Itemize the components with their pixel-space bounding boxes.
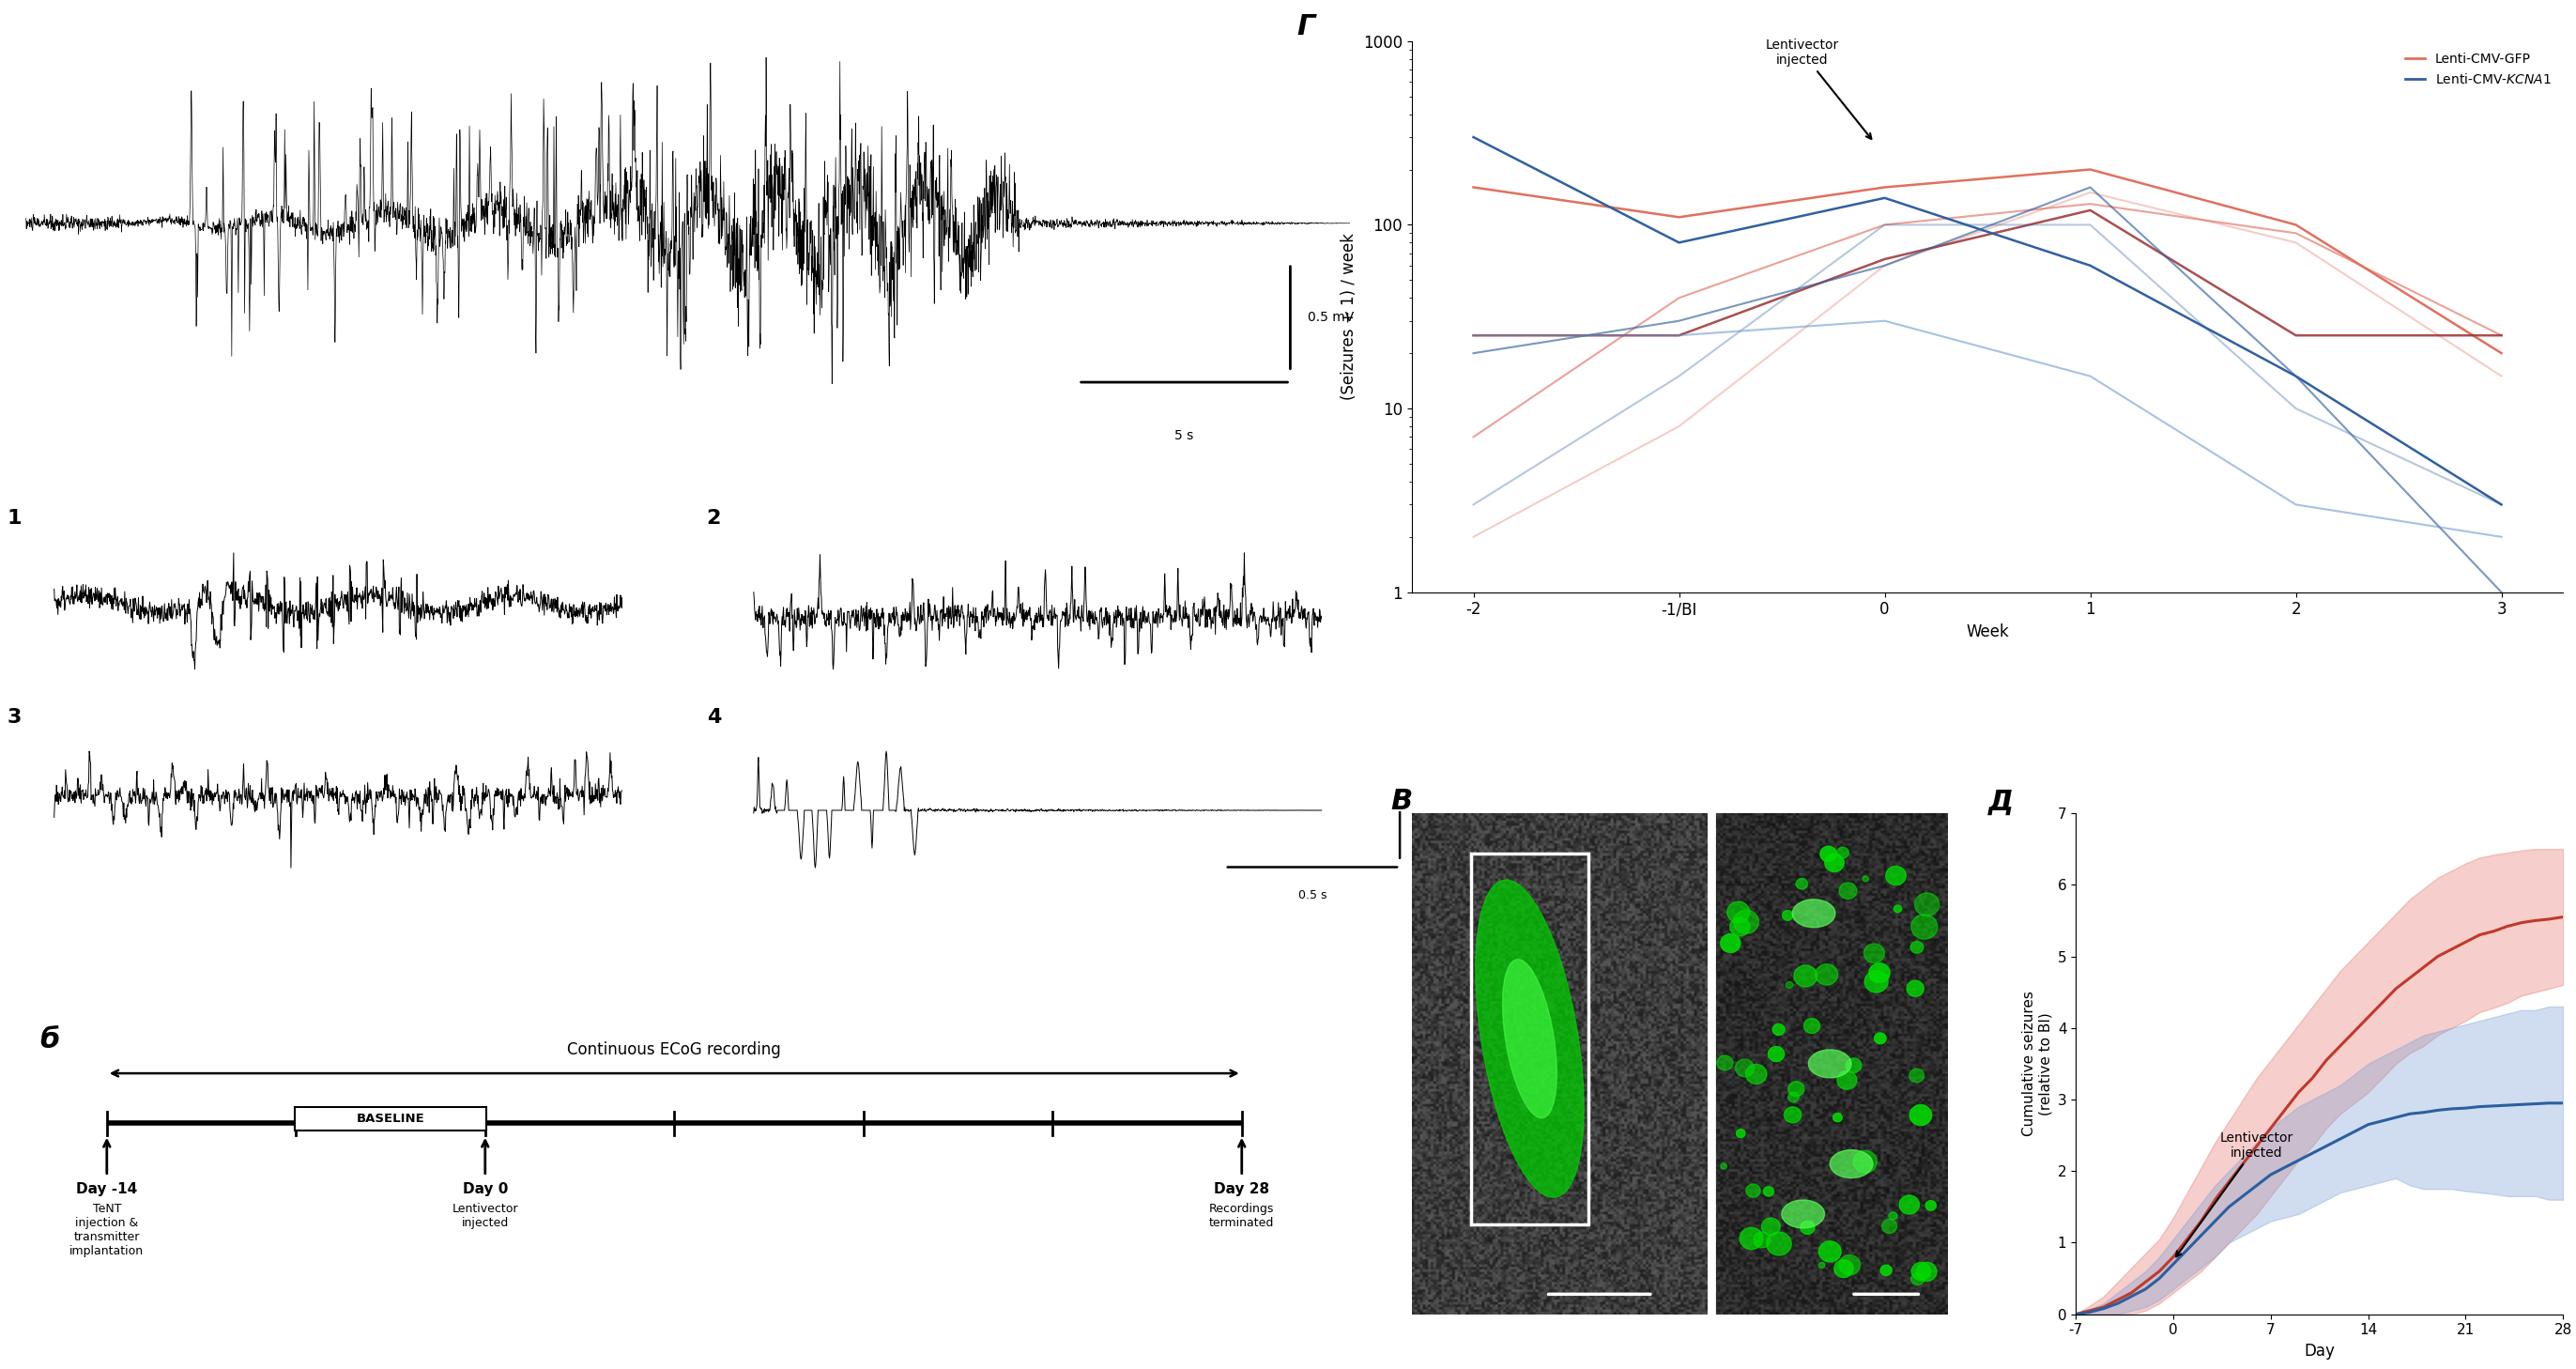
Polygon shape [1834, 1113, 1842, 1121]
Polygon shape [1824, 854, 1844, 872]
Polygon shape [1739, 1228, 1762, 1250]
Text: Lentivector
injected: Lentivector injected [2177, 1131, 2293, 1257]
Text: Lentivector
injected: Lentivector injected [1765, 38, 1870, 138]
Polygon shape [1783, 910, 1793, 920]
Polygon shape [1767, 1046, 1785, 1061]
Y-axis label: (Seizures + 1) / week: (Seizures + 1) / week [1342, 233, 1358, 400]
Text: TeNT
injection &
transmitter
implantation: TeNT injection & transmitter implantatio… [70, 1202, 144, 1257]
Polygon shape [1829, 1150, 1873, 1177]
Text: Day 0: Day 0 [464, 1181, 507, 1197]
Text: 0.5 mV: 0.5 mV [1425, 830, 1466, 841]
Polygon shape [1793, 899, 1834, 927]
Polygon shape [1911, 942, 1924, 953]
Polygon shape [1886, 867, 1906, 886]
Polygon shape [1862, 876, 1868, 882]
Polygon shape [1736, 1129, 1744, 1138]
Text: 4: 4 [706, 708, 721, 727]
Polygon shape [1772, 1024, 1785, 1035]
Text: 1: 1 [8, 509, 21, 528]
Polygon shape [1839, 883, 1857, 899]
Polygon shape [1747, 1064, 1767, 1084]
Polygon shape [1917, 1262, 1937, 1281]
Text: 500 μm: 500 μm [1577, 1321, 1623, 1333]
Polygon shape [1837, 847, 1850, 858]
Polygon shape [1906, 980, 1924, 997]
Text: 200 μm: 200 μm [1862, 1321, 1909, 1333]
Polygon shape [1837, 1071, 1857, 1090]
Polygon shape [1865, 943, 1886, 962]
X-axis label: Day: Day [2303, 1343, 2334, 1359]
Polygon shape [1767, 1232, 1790, 1255]
Text: Day -14: Day -14 [77, 1181, 137, 1197]
Polygon shape [1819, 1242, 1842, 1262]
Polygon shape [1819, 1262, 1824, 1268]
Polygon shape [1911, 914, 1937, 939]
Polygon shape [1736, 1060, 1754, 1077]
Text: 5 s: 5 s [1175, 428, 1193, 442]
Polygon shape [1847, 1058, 1862, 1073]
Text: Д: Д [1989, 789, 2014, 816]
Text: Lentivector
injected: Lentivector injected [451, 1202, 518, 1229]
Polygon shape [1788, 1082, 1803, 1097]
Polygon shape [1839, 1255, 1860, 1275]
Polygon shape [1734, 910, 1759, 934]
Polygon shape [1883, 1220, 1896, 1233]
Text: BASELINE: BASELINE [355, 1113, 425, 1125]
Polygon shape [1721, 934, 1741, 953]
Polygon shape [1914, 893, 1940, 916]
Polygon shape [1808, 1050, 1852, 1077]
Text: Day 28: Day 28 [1213, 1181, 1270, 1197]
Polygon shape [1785, 1108, 1801, 1123]
Polygon shape [1783, 1201, 1824, 1228]
Polygon shape [1865, 971, 1888, 993]
Text: В: В [1391, 789, 1412, 816]
Text: 2: 2 [706, 509, 721, 528]
Polygon shape [1927, 1201, 1937, 1210]
Polygon shape [1793, 965, 1816, 987]
Polygon shape [1893, 905, 1901, 913]
Polygon shape [1911, 1273, 1924, 1285]
Polygon shape [1476, 880, 1584, 1198]
Polygon shape [1834, 1259, 1852, 1277]
Legend: Lenti-CMV-GFP, Lenti-CMV-$\it{KCNA1}$: Lenti-CMV-GFP, Lenti-CMV-$\it{KCNA1}$ [2401, 48, 2555, 92]
Polygon shape [1795, 879, 1808, 890]
Polygon shape [1909, 1105, 1932, 1125]
Polygon shape [1899, 1195, 1919, 1214]
Polygon shape [1911, 1262, 1929, 1280]
Polygon shape [1762, 1218, 1780, 1235]
Polygon shape [1816, 964, 1837, 986]
Polygon shape [1731, 917, 1749, 936]
Polygon shape [1721, 1164, 1726, 1169]
Text: Г: Г [1296, 14, 1314, 41]
Text: б: б [39, 1027, 59, 1054]
Polygon shape [1754, 1232, 1770, 1247]
Polygon shape [1502, 960, 1556, 1118]
Text: Recordings
terminated: Recordings terminated [1208, 1202, 1275, 1229]
Polygon shape [1870, 964, 1891, 983]
Polygon shape [1875, 1032, 1886, 1045]
Polygon shape [1747, 1184, 1759, 1198]
Polygon shape [1726, 902, 1749, 923]
Text: 0.5 s: 0.5 s [1298, 888, 1327, 901]
Polygon shape [1718, 1055, 1734, 1071]
Polygon shape [1909, 1069, 1924, 1083]
Polygon shape [1852, 1150, 1878, 1173]
Polygon shape [1888, 1212, 1896, 1220]
Polygon shape [1821, 846, 1837, 861]
Polygon shape [1880, 1265, 1891, 1276]
Polygon shape [1765, 1187, 1775, 1197]
Text: 0.5 mV: 0.5 mV [1309, 311, 1355, 324]
Polygon shape [1788, 1092, 1798, 1102]
X-axis label: Week: Week [1965, 623, 2009, 641]
Polygon shape [1785, 982, 1793, 988]
Text: Continuous ECoG recording: Continuous ECoG recording [567, 1042, 781, 1058]
FancyBboxPatch shape [294, 1108, 487, 1131]
Y-axis label: Cumulative seizures
(relative to BI): Cumulative seizures (relative to BI) [2022, 991, 2053, 1136]
Bar [1471, 853, 1589, 1224]
Polygon shape [1803, 1019, 1819, 1034]
Text: 3: 3 [8, 708, 21, 727]
Polygon shape [1801, 1221, 1814, 1235]
